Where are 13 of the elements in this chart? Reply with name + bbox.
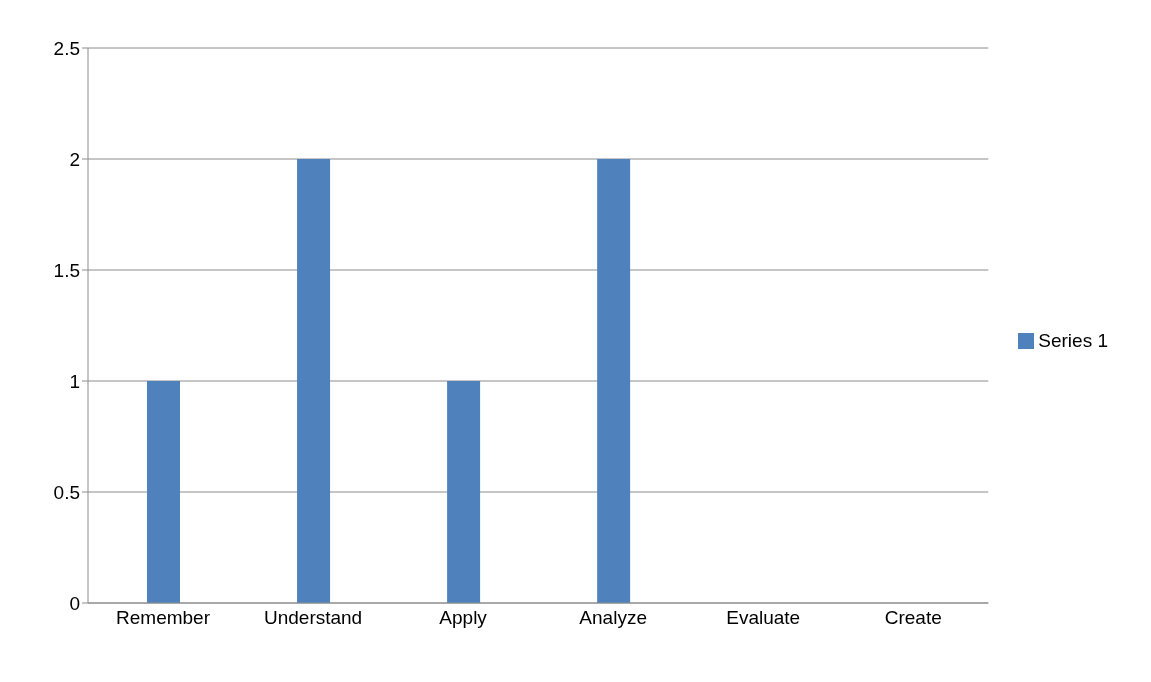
x-tick-label: Remember — [116, 607, 211, 629]
y-tick-label: 2.5 — [53, 37, 80, 59]
x-tick-label: Analyze — [579, 607, 647, 629]
x-tick-label: Apply — [439, 607, 488, 629]
y-tick-label: 0 — [69, 592, 80, 614]
x-tick-label: Understand — [263, 607, 363, 629]
x-tick-label: Create — [884, 607, 942, 629]
y-tick-label: 1.5 — [53, 259, 80, 281]
legend-label: Series 1 — [1038, 329, 1108, 351]
x-tick-label: Evaluate — [726, 607, 801, 629]
y-tick-label: 2 — [69, 148, 80, 170]
y-tick-label: 0.5 — [53, 481, 80, 503]
y-tick-label: 1 — [69, 370, 80, 392]
